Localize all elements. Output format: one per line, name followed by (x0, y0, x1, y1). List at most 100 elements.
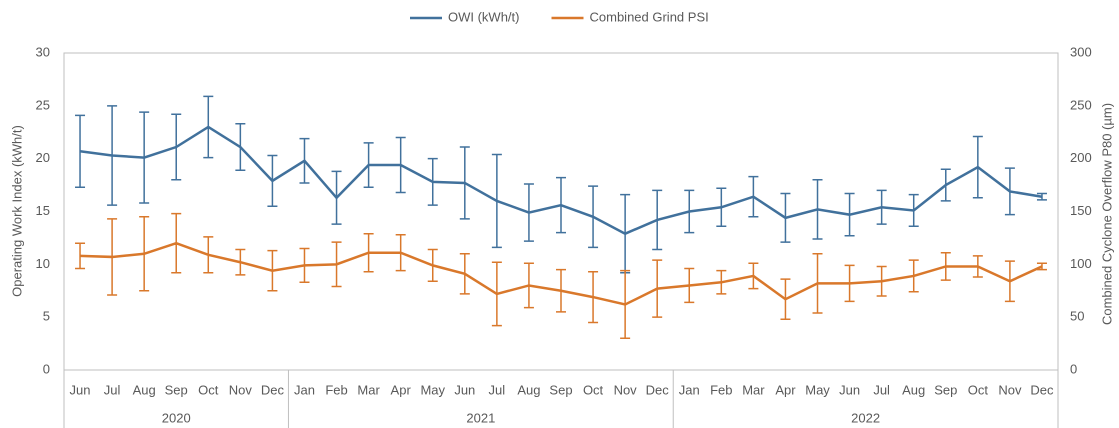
y2-tick-label: 250 (1070, 97, 1092, 112)
legend-label: Combined Grind PSI (590, 9, 709, 24)
x-tick-label: Nov (998, 382, 1022, 397)
error-bar (940, 168, 951, 202)
error-bar (331, 170, 342, 225)
error-bar (588, 270, 599, 324)
error-bar (748, 262, 759, 290)
error-bar (331, 241, 342, 288)
error-bar (812, 179, 823, 240)
error-bar (427, 157, 438, 206)
error-bar (748, 175, 759, 218)
error-bar (299, 137, 310, 184)
y-tick-label: 30 (36, 44, 50, 59)
x-tick-label: Feb (710, 382, 732, 397)
x-tick-label: May (805, 382, 830, 397)
error-bar (235, 123, 246, 172)
y-tick-label: 5 (43, 309, 50, 324)
error-bar (395, 233, 406, 272)
y2-tick-label: 50 (1070, 309, 1084, 324)
error-bar (363, 232, 374, 273)
group-label: 2022 (851, 410, 880, 425)
y2-tick-label: 100 (1070, 256, 1092, 271)
legend-label: OWI (kWh/t) (448, 9, 520, 24)
error-bar (299, 247, 310, 284)
error-bar (876, 189, 887, 225)
x-tick-label: Sep (165, 382, 188, 397)
error-bar (235, 248, 246, 276)
error-bar (716, 187, 727, 228)
error-bar (203, 236, 214, 274)
x-tick-label: Nov (229, 382, 253, 397)
error-bar (620, 193, 631, 274)
error-bar (459, 146, 470, 220)
x-tick-label: Nov (614, 382, 638, 397)
error-bar (556, 268, 566, 313)
error-bar (107, 105, 118, 206)
error-bar (1036, 192, 1047, 201)
error-bar (1036, 262, 1047, 271)
x-tick-label: Dec (646, 382, 670, 397)
error-bar (972, 255, 983, 278)
x-tick-label: Oct (198, 382, 219, 397)
x-tick-label: Apr (775, 382, 796, 397)
error-bar (523, 262, 534, 309)
error-bar (427, 248, 438, 282)
y-tick-label: 0 (43, 361, 50, 376)
group-label: 2021 (466, 410, 495, 425)
error-bar (1004, 167, 1015, 216)
x-tick-label: Jul (104, 382, 121, 397)
y-tick-label: 15 (36, 203, 50, 218)
x-tick-label: Aug (517, 382, 540, 397)
error-bar (812, 253, 823, 314)
y-tick-label: 20 (36, 150, 50, 165)
x-tick-label: Oct (583, 382, 604, 397)
error-bar (203, 95, 214, 159)
error-bar (171, 212, 182, 274)
error-bar (652, 259, 663, 318)
error-bar (684, 267, 695, 304)
error-bar (716, 269, 727, 295)
error-bar (844, 264, 855, 303)
error-bar (491, 261, 502, 327)
error-bar (844, 192, 855, 237)
error-bar (652, 189, 663, 251)
x-tick-label: Jun (70, 382, 91, 397)
y-tick-label: 10 (36, 256, 50, 271)
y2-tick-label: 200 (1070, 150, 1092, 165)
x-tick-label: Oct (968, 382, 989, 397)
error-bar (107, 218, 118, 296)
error-bar (972, 135, 983, 199)
x-tick-label: Jun (454, 382, 475, 397)
y2-axis-title: Combined Cyclone Overflow P80 (µm) (1099, 103, 1114, 325)
error-bar (267, 154, 278, 207)
error-bar (588, 185, 599, 249)
x-tick-label: Dec (1030, 382, 1054, 397)
error-bar (491, 153, 502, 249)
x-tick-label: Apr (391, 382, 412, 397)
error-bar (780, 192, 791, 243)
error-bar (523, 183, 534, 242)
y-axis-title: Operating Work Index (kWh/t) (9, 125, 24, 297)
error-bar (75, 242, 86, 270)
x-tick-label: Jan (679, 382, 700, 397)
error-bar (267, 249, 278, 292)
x-tick-label: Jul (489, 382, 506, 397)
y2-tick-label: 150 (1070, 203, 1092, 218)
error-bar (684, 189, 695, 234)
x-tick-label: Aug (902, 382, 925, 397)
x-tick-label: Jun (839, 382, 860, 397)
x-tick-label: Dec (261, 382, 285, 397)
x-tick-label: Feb (325, 382, 347, 397)
x-tick-label: Sep (549, 382, 572, 397)
error-bar (780, 278, 791, 321)
x-tick-label: Mar (742, 382, 765, 397)
x-tick-label: Jan (294, 382, 315, 397)
y-tick-label: 25 (36, 97, 50, 112)
error-bar (171, 113, 182, 181)
x-tick-label: Jul (873, 382, 890, 397)
error-bar (139, 216, 150, 292)
error-bar (940, 251, 951, 281)
x-tick-label: Mar (357, 382, 380, 397)
x-tick-label: May (420, 382, 445, 397)
x-tick-label: Sep (934, 382, 957, 397)
